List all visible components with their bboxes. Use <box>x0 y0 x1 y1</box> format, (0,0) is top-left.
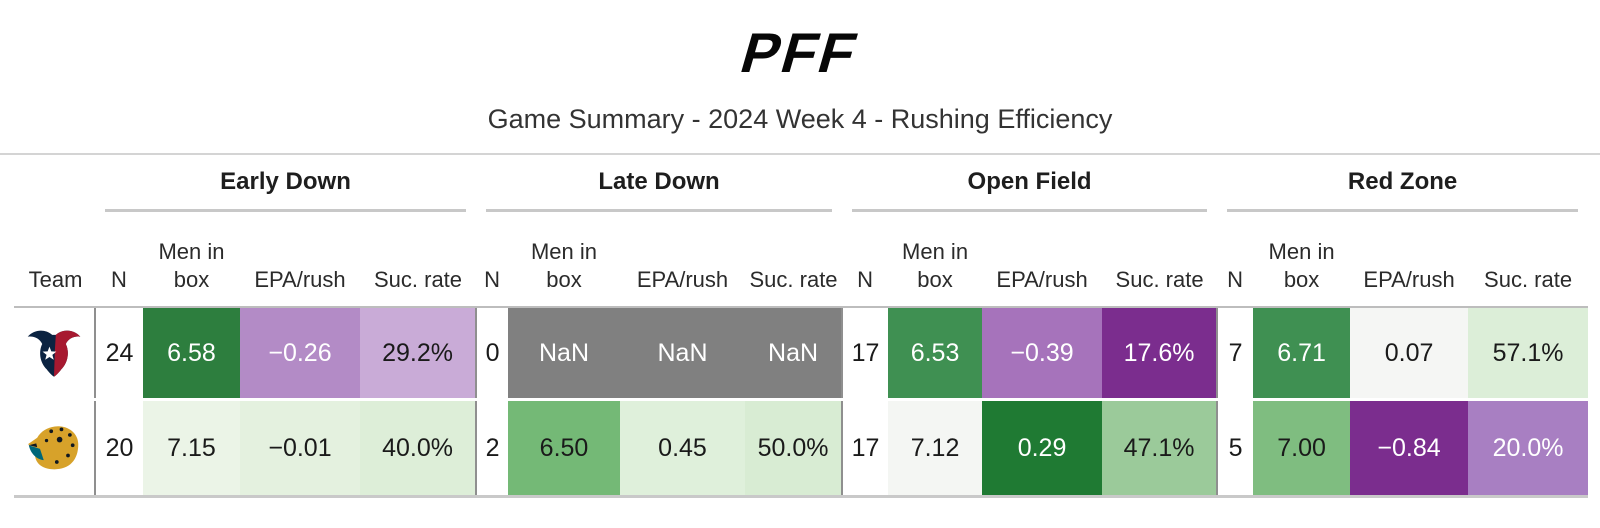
cell-red-zone-epa: −0.84 <box>1350 399 1469 498</box>
column-header-suc-rate: Suc. rate <box>1468 212 1589 308</box>
group-header-early-down: Early Down <box>95 155 476 212</box>
cell-late-down-epa: 0.45 <box>620 399 746 498</box>
cell-red-zone-epa: 0.07 <box>1350 307 1469 401</box>
team-logo-texans <box>14 307 95 401</box>
column-header-epa-rush: EPA/rush <box>1350 212 1469 308</box>
cell-open-field-epa: 0.29 <box>982 399 1103 498</box>
group-header-spacer <box>14 155 95 212</box>
cell-red-zone-box: 6.71 <box>1253 307 1351 401</box>
page-title: Game Summary - 2024 Week 4 - Rushing Eff… <box>487 104 1113 134</box>
jaguars-logo-icon <box>14 420 94 476</box>
column-header-n: N <box>476 212 509 308</box>
pff-logo-text: PFF <box>734 21 867 84</box>
cell-late-down-n: 0 <box>475 307 509 401</box>
team-logo-jaguars <box>14 399 95 498</box>
title-divider <box>0 153 1600 155</box>
cell-late-down-n: 2 <box>475 399 509 498</box>
group-header-late-down: Late Down <box>476 155 842 212</box>
group-header-open-field: Open Field <box>842 155 1217 212</box>
group-underline <box>486 209 833 212</box>
cell-late-down-box: NaN <box>508 307 621 401</box>
cell-open-field-n: 17 <box>841 399 889 498</box>
column-header-row: Team N Men in box EPA/rush Suc. rate N M… <box>14 212 1589 308</box>
cell-open-field-suc: 47.1% <box>1102 399 1218 498</box>
group-header-red-zone: Red Zone <box>1217 155 1588 212</box>
column-header-suc-rate: Suc. rate <box>1102 212 1218 308</box>
cell-open-field-box: 6.53 <box>888 307 983 401</box>
column-header-n: N <box>95 212 143 308</box>
cell-early-down-epa: −0.26 <box>240 307 360 401</box>
column-header-n: N <box>842 212 889 308</box>
cell-late-down-suc: NaN <box>745 307 843 401</box>
column-header-suc-rate: Suc. rate <box>745 212 843 308</box>
table-row-texans: 24 6.58 −0.26 29.2% 0 NaN NaN NaN 17 6.5… <box>14 307 1589 401</box>
group-label: Open Field <box>967 168 1092 195</box>
column-header-suc-rate: Suc. rate <box>360 212 477 308</box>
cell-late-down-box: 6.50 <box>508 399 621 498</box>
pff-logo: PFF <box>0 0 1600 86</box>
cell-early-down-suc: 29.2% <box>360 307 477 401</box>
group-header-row: Early Down Late Down Open Field Red Zone <box>14 155 1588 212</box>
column-header-epa-rush: EPA/rush <box>982 212 1103 308</box>
cell-red-zone-n: 7 <box>1216 307 1254 401</box>
cell-open-field-suc: 17.6% <box>1102 307 1218 401</box>
cell-late-down-suc: 50.0% <box>745 399 843 498</box>
texans-logo-icon <box>14 324 94 382</box>
column-header-men-in-box: Men in box <box>143 212 240 308</box>
cell-red-zone-n: 5 <box>1216 399 1254 498</box>
cell-red-zone-box: 7.00 <box>1253 399 1351 498</box>
cell-early-down-n: 20 <box>94 399 143 498</box>
column-header-team: Team <box>14 212 95 308</box>
cell-red-zone-suc: 57.1% <box>1468 307 1589 401</box>
column-header-epa-rush: EPA/rush <box>620 212 746 308</box>
cell-early-down-box: 6.58 <box>143 307 240 401</box>
column-header-epa-rush: EPA/rush <box>240 212 360 308</box>
cell-open-field-box: 7.12 <box>888 399 983 498</box>
cell-open-field-n: 17 <box>841 307 889 401</box>
group-label: Red Zone <box>1347 168 1458 195</box>
cell-early-down-suc: 40.0% <box>360 399 477 498</box>
cell-early-down-n: 24 <box>94 307 143 401</box>
column-header-men-in-box: Men in box <box>1253 212 1351 308</box>
rushing-efficiency-table: Early Down Late Down Open Field Red Zone <box>14 155 1589 498</box>
group-label: Late Down <box>598 168 720 195</box>
cell-late-down-epa: NaN <box>620 307 746 401</box>
table-row-jaguars: 20 7.15 −0.01 40.0% 2 6.50 0.45 50.0% 17… <box>14 399 1589 498</box>
group-underline <box>105 209 467 212</box>
cell-red-zone-suc: 20.0% <box>1468 399 1589 498</box>
column-header-n: N <box>1217 212 1254 308</box>
group-underline <box>852 209 1208 212</box>
cell-open-field-epa: −0.39 <box>982 307 1103 401</box>
cell-early-down-epa: −0.01 <box>240 399 360 498</box>
group-label: Early Down <box>220 168 351 195</box>
group-underline <box>1227 209 1579 212</box>
column-header-men-in-box: Men in box <box>508 212 621 308</box>
column-header-men-in-box: Men in box <box>888 212 983 308</box>
cell-early-down-box: 7.15 <box>143 399 240 498</box>
